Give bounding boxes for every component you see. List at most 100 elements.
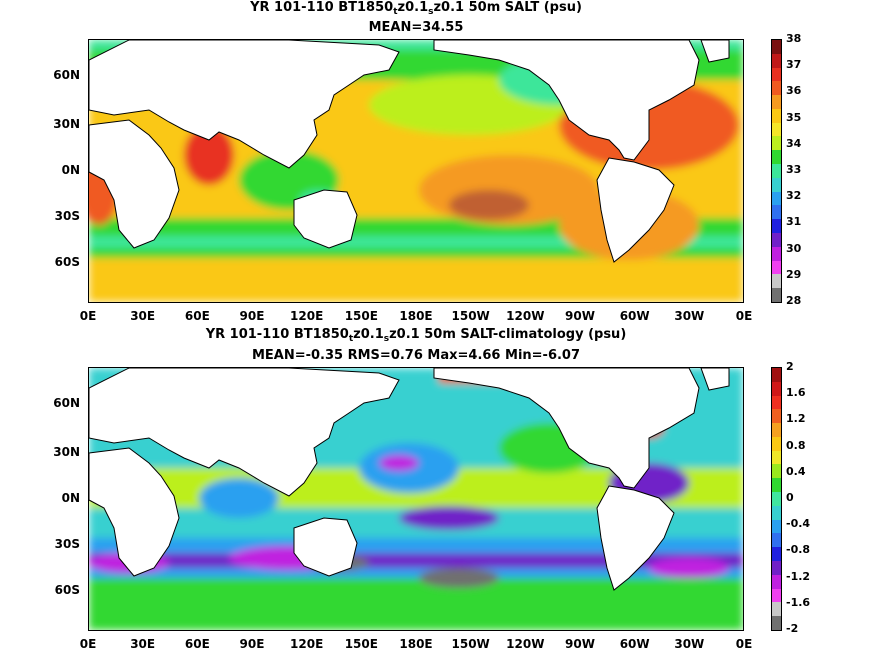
lat-tick-label: 60S [54, 255, 80, 269]
colorbar-label: 35 [786, 110, 802, 124]
panel1-colorbar [771, 39, 782, 303]
colorbar-swatch [772, 368, 781, 382]
colorbar-swatch [772, 260, 781, 275]
panel2-colorbar [771, 367, 782, 631]
lon-tick-label: 150W [451, 309, 490, 323]
colorbar-swatch [772, 108, 781, 123]
colorbar-swatch [772, 381, 781, 396]
lon-tick-label: 0E [79, 637, 97, 651]
lon-tick-label: 0E [735, 309, 753, 323]
colorbar-label: 0 [786, 491, 794, 504]
colorbar-swatch [772, 560, 781, 575]
lon-tick-label: 60W [619, 309, 650, 323]
lon-tick-label: 90W [565, 637, 595, 651]
panel2-title: YR 101-110 BT1850tz0.1sz0.1 50m SALT-cli… [205, 327, 627, 344]
lat-tick-label: 60S [54, 583, 80, 597]
colorbar-swatch [772, 423, 781, 437]
colorbar-swatch [772, 219, 781, 233]
lon-tick-label: 60E [184, 309, 210, 323]
panel2-stats: MEAN=-0.35 RMS=0.76 Max=4.66 Min=-6.07 [251, 348, 581, 363]
colorbar-swatch [772, 478, 781, 493]
colorbar-label: -0.8 [786, 543, 811, 557]
colorbar-swatch [772, 574, 781, 589]
colorbar-label: -1.2 [786, 569, 811, 583]
lon-tick-label: 90E [239, 637, 265, 651]
colorbar-label: 34 [786, 136, 802, 150]
colorbar-swatch [772, 95, 781, 109]
colorbar-swatch [772, 409, 781, 424]
lat-tick-label: 60N [53, 396, 80, 410]
colorbar-label: 30 [786, 241, 802, 255]
colorbar-swatch [772, 395, 781, 410]
colorbar-swatch [772, 492, 781, 506]
colorbar-swatch [772, 505, 781, 520]
lon-tick-label: 120E [290, 637, 324, 651]
colorbar-label: 38 [786, 32, 802, 45]
lon-tick-label: 90W [565, 309, 595, 323]
colorbar-swatch [772, 122, 781, 137]
colorbar-swatch [772, 40, 781, 54]
lon-tick-label: 60E [184, 637, 210, 651]
colorbar-label: 33 [786, 163, 802, 176]
colorbar-label: 0.4 [786, 464, 806, 478]
colorbar-label: 1.6 [786, 386, 806, 400]
lat-tick-label: 30S [54, 209, 80, 223]
lon-tick-label: 0E [79, 309, 97, 323]
colorbar-label: 28 [786, 294, 802, 307]
colorbar-swatch [772, 450, 781, 465]
lon-tick-label: 120W [506, 309, 545, 323]
colorbar-label: 29 [786, 267, 802, 281]
lat-tick-label: 30S [54, 537, 80, 551]
colorbar-swatch [772, 53, 781, 68]
colorbar-swatch [772, 547, 781, 561]
colorbar-label: 0.8 [786, 438, 806, 452]
colorbar-label: -0.4 [786, 517, 811, 531]
colorbar-label: -1.6 [786, 595, 811, 609]
lon-tick-label: 150E [344, 637, 378, 651]
colorbar-label: 32 [786, 189, 802, 203]
lon-tick-label: 0E [735, 637, 753, 651]
lon-tick-label: 90E [239, 309, 265, 323]
lon-tick-label: 30E [130, 309, 156, 323]
colorbar-swatch [772, 177, 781, 192]
panel2-map [88, 367, 744, 631]
colorbar-swatch [772, 436, 781, 451]
colorbar-swatch [772, 246, 781, 261]
colorbar-label: -2 [786, 622, 799, 635]
lon-tick-label: 30W [674, 309, 705, 323]
colorbar-swatch [772, 288, 781, 302]
colorbar-swatch [772, 81, 781, 96]
lon-tick-label: 30E [130, 637, 156, 651]
lon-tick-label: 30W [674, 637, 705, 651]
lat-tick-label: 60N [53, 68, 80, 82]
colorbar-swatch [772, 232, 781, 247]
colorbar-swatch [772, 464, 781, 479]
lon-tick-label: 120E [290, 309, 324, 323]
colorbar-swatch [772, 191, 781, 206]
lat-tick-label: 0N [61, 491, 80, 505]
colorbar-swatch [772, 519, 781, 534]
lat-tick-label: 30N [53, 445, 80, 459]
lon-tick-label: 120W [506, 637, 545, 651]
colorbar-swatch [772, 67, 781, 82]
colorbar-swatch [772, 205, 781, 220]
colorbar-swatch [772, 274, 781, 289]
colorbar-swatch [772, 616, 781, 630]
colorbar-label: 1.2 [786, 412, 806, 426]
lat-tick-label: 0N [61, 163, 80, 177]
lon-tick-label: 150E [344, 309, 378, 323]
lon-tick-label: 180E [399, 637, 433, 651]
colorbar-swatch [772, 150, 781, 165]
panel1-title: YR 101-110 BT1850tz0.1sz0.1 50m SALT (ps… [250, 0, 582, 17]
lon-tick-label: 150W [451, 637, 490, 651]
lat-tick-label: 30N [53, 117, 80, 131]
colorbar-label: 37 [786, 58, 802, 72]
panel1-stats: MEAN=34.55 [368, 20, 464, 35]
colorbar-swatch [772, 136, 781, 151]
lon-tick-label: 60W [619, 637, 650, 651]
colorbar-swatch [772, 602, 781, 617]
panel1-map [88, 39, 744, 303]
lon-tick-label: 180E [399, 309, 433, 323]
colorbar-label: 31 [786, 215, 802, 229]
colorbar-label: 36 [786, 84, 802, 98]
